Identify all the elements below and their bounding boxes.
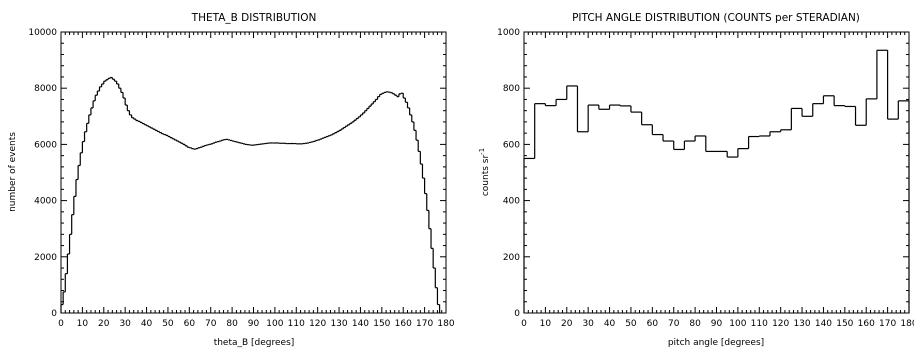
x-tick-label: 100 bbox=[729, 319, 746, 329]
x-tick-label: 0 bbox=[521, 319, 527, 329]
histogram-bins bbox=[523, 49, 910, 313]
y-tick-label: 1000 bbox=[497, 28, 520, 38]
x-tick-label: 80 bbox=[689, 319, 701, 329]
x-tick-label: 90 bbox=[248, 319, 260, 329]
x-tick-label: 60 bbox=[647, 319, 659, 329]
y-tick-label: 600 bbox=[503, 140, 520, 150]
y-tick-label: 10000 bbox=[28, 28, 57, 38]
x-tick-label: 10 bbox=[540, 319, 552, 329]
x-tick-label: 0 bbox=[58, 319, 64, 329]
y-tick-label: 800 bbox=[503, 84, 520, 94]
x-tick-label: 180 bbox=[437, 319, 454, 329]
x-tick-label: 180 bbox=[900, 319, 914, 329]
x-tick-label: 40 bbox=[604, 319, 616, 329]
x-tick-label: 110 bbox=[751, 319, 768, 329]
y-axis-label: number of events bbox=[8, 132, 18, 212]
y-axis-label-text: counts sr bbox=[481, 155, 491, 197]
x-tick-label: 160 bbox=[858, 319, 875, 329]
x-tick-label: 10 bbox=[77, 319, 89, 329]
y-tick-labels: 0 2000 4000 6000 8000 10000 bbox=[28, 28, 57, 319]
x-tick-label: 100 bbox=[266, 319, 283, 329]
x-tick-label: 30 bbox=[119, 319, 131, 329]
x-tick-label: 40 bbox=[141, 319, 153, 329]
x-tick-label: 70 bbox=[205, 319, 217, 329]
y-axis-label-superscript: -1 bbox=[478, 148, 486, 155]
y-tick-label: 200 bbox=[503, 253, 520, 263]
x-tick-label: 170 bbox=[879, 319, 896, 329]
y-tick-label: 400 bbox=[503, 197, 520, 207]
y-tick-label: 0 bbox=[514, 309, 520, 319]
x-tick-label: 20 bbox=[561, 319, 573, 329]
x-tick-labels: 0 10 20 30 40 50 60 70 80 90 100 110 120 130 140 150 160… bbox=[521, 319, 914, 329]
chart-title: THETA_B DISTRIBUTION bbox=[191, 12, 317, 24]
histogram-bins bbox=[60, 76, 441, 313]
x-tick-label: 120 bbox=[772, 319, 789, 329]
x-tick-label: 80 bbox=[226, 319, 238, 329]
y-tick-label: 0 bbox=[51, 309, 57, 319]
x-tick-label: 70 bbox=[668, 319, 680, 329]
x-tick-labels: 0 10 20 30 40 50 60 70 80 90 100 110 120 130 140 150 160… bbox=[58, 319, 455, 329]
y-tick-label: 4000 bbox=[34, 197, 57, 207]
x-tick-label: 160 bbox=[395, 319, 412, 329]
x-axis-label: pitch angle [degrees] bbox=[668, 338, 764, 348]
x-tick-label: 150 bbox=[836, 319, 853, 329]
pitch-angle-histogram-chart: PITCH ANGLE DISTRIBUTION (COUNTS per STE… bbox=[478, 12, 914, 348]
y-tick-labels: 0 200 400 600 800 1000 bbox=[497, 28, 520, 319]
x-tick-label: 140 bbox=[815, 319, 832, 329]
y-tick-label: 2000 bbox=[34, 253, 57, 263]
x-tick-label: 150 bbox=[373, 319, 390, 329]
y-axis-label: counts sr-1 bbox=[478, 148, 491, 196]
x-tick-label: 140 bbox=[352, 319, 369, 329]
x-tick-label: 110 bbox=[288, 319, 305, 329]
chart-title: PITCH ANGLE DISTRIBUTION (COUNTS per STE… bbox=[572, 12, 860, 24]
y-tick-label: 6000 bbox=[34, 140, 57, 150]
x-axis-label: theta_B [degrees] bbox=[214, 338, 295, 348]
tick-marks bbox=[523, 31, 910, 314]
x-tick-label: 120 bbox=[309, 319, 326, 329]
x-tick-label: 170 bbox=[416, 319, 433, 329]
theta-b-histogram-chart: THETA_B DISTRIBUTION theta_B [degrees] n… bbox=[8, 12, 455, 348]
tick-marks bbox=[60, 31, 447, 314]
plot-frame bbox=[523, 31, 910, 314]
x-tick-label: 130 bbox=[793, 319, 810, 329]
y-tick-label: 8000 bbox=[34, 84, 57, 94]
x-tick-label: 30 bbox=[582, 319, 594, 329]
x-tick-label: 50 bbox=[162, 319, 174, 329]
x-tick-label: 60 bbox=[184, 319, 196, 329]
x-tick-label: 20 bbox=[98, 319, 110, 329]
plot-frame bbox=[60, 31, 447, 314]
x-tick-label: 50 bbox=[625, 319, 637, 329]
x-tick-label: 130 bbox=[330, 319, 347, 329]
x-tick-label: 90 bbox=[711, 319, 723, 329]
